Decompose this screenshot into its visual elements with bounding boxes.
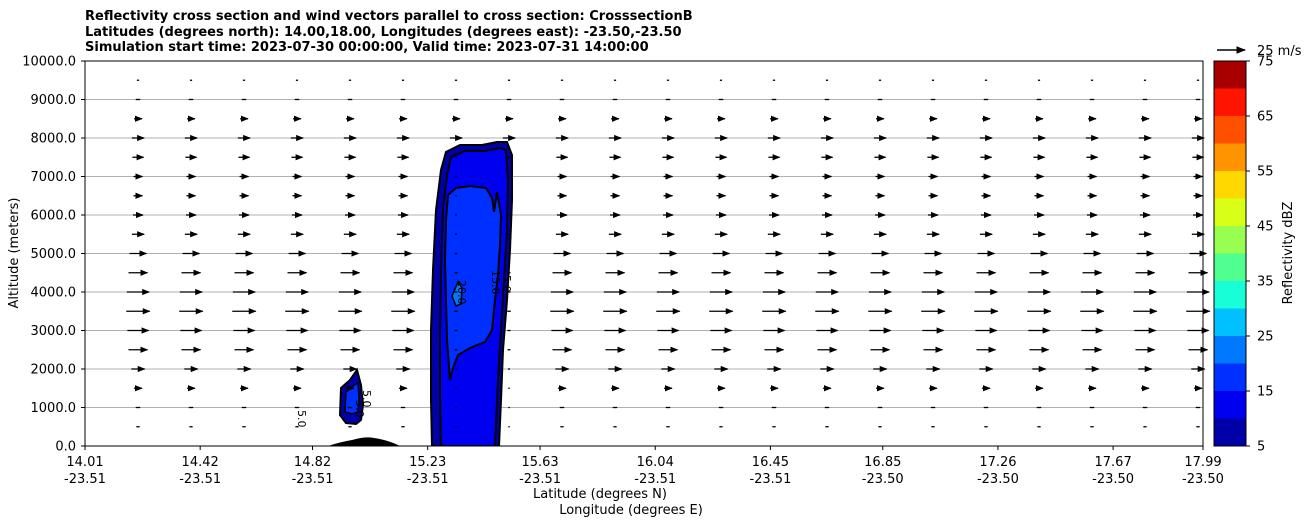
x-tick-label-lat: 15.23 [409,455,446,470]
colorbar-segment [1214,363,1246,391]
x-tick-label-lon: -23.51 [292,472,334,487]
y-tick-label: 4000.0 [31,286,77,301]
contour-label: 5.0 [353,400,366,418]
x-axis: 14.01 -23.51 14.42 -23.51 14.82 -23.51 15.23 -2… [64,446,1224,487]
x-tick-label-lat: 14.82 [294,455,331,470]
x-tick-label-lat: 14.01 [66,455,103,470]
colorbar-segment [1214,143,1246,171]
y-axis-label: Altitude (meters) [7,198,22,309]
colorbar-tick-label: 35 [1257,275,1274,290]
colorbar-tick-label: 25 [1257,330,1274,345]
x-tick-label-lat: 15.63 [521,455,558,470]
colorbar: 5 15 25 35 45 55 65 75 [1213,55,1274,455]
chart-title-line-3: Simulation start time: 2023-07-30 00:00:… [85,40,649,55]
x-tick-label-lat: 16.04 [637,455,674,470]
grid-lines [85,99,1203,408]
colorbar-tick-label: 75 [1257,55,1274,70]
x-tick-label-lon: -23.50 [862,472,904,487]
colorbar-segment [1214,198,1246,226]
y-tick-label: 10000.0 [22,55,76,70]
contour-label: 5.0 [360,390,373,408]
y-tick-label: 5000.0 [31,247,77,262]
x-tick-label-lon: -23.51 [407,472,449,487]
colorbar-segment [1214,88,1246,116]
colorbar-tick-label: 55 [1257,165,1274,180]
x-tick-label-lon: -23.51 [179,472,221,487]
storm-contour-20dbz [451,280,463,307]
terrain [328,437,400,446]
chart-title: Reflectivity cross section and wind vect… [85,9,693,56]
x-tick-label-lon: -23.51 [64,472,106,487]
contour-label: 15.0 [489,270,502,295]
y-tick-label: 0.0 [55,440,76,455]
y-tick-label: 8000.0 [31,132,77,147]
colorbar-segment [1214,391,1246,419]
colorbar-tick-label: 15 [1257,385,1274,400]
colorbar-segment [1214,116,1246,144]
y-axis: 0.0 1000.0 2000.0 3000.0 4000.0 5000.0 6000.0 7… [22,55,85,455]
x-tick-label-lat: 14.42 [182,455,219,470]
colorbar-segment [1214,281,1246,309]
y-tick-label: 9000.0 [31,93,77,108]
contour-label: 5.0 [295,410,308,428]
colorbar-segment [1214,253,1246,281]
x-tick-label-lon: -23.50 [1092,472,1134,487]
x-axis-label-2: Longitude (degrees E) [559,503,703,518]
x-tick-label-lat: 17.99 [1184,455,1221,470]
x-axis-label: Latitude (degrees N) [533,487,667,502]
y-tick-label: 2000.0 [31,363,77,378]
x-tick-label-lat: 16.45 [752,455,789,470]
colorbar-segment [1214,61,1246,89]
colorbar-segment [1214,171,1246,199]
reflectivity-contours [328,141,513,446]
y-tick-label: 7000.0 [31,170,77,185]
y-tick-label: 6000.0 [31,209,77,224]
colorbar-tick-label: 5 [1257,440,1265,455]
x-tick-label-lon: -23.51 [634,472,676,487]
wind-vectors [126,79,1211,428]
contour-label: 20.0 [455,280,468,305]
x-tick-label-lon: -23.50 [1182,472,1224,487]
quiver-key-label: 25 m/s [1257,44,1302,59]
chart-title-line-1: Reflectivity cross section and wind vect… [85,9,693,24]
contour-label: 5.0 [500,275,513,293]
chart-title-line-2: Latitudes (degrees north): 14.00,18.00, … [85,24,682,40]
x-tick-label-lat: 16.85 [864,455,901,470]
x-tick-label-lat: 17.26 [979,455,1016,470]
x-tick-label-lat: 17.67 [1095,455,1132,470]
colorbar-frame [1213,60,1247,447]
colorbar-label: Reflectivity dBZ [1281,202,1296,305]
colorbar-segment [1214,418,1246,446]
y-tick-label: 3000.0 [31,324,77,339]
colorbar-segment [1214,226,1246,254]
x-tick-label-lon: -23.51 [749,472,791,487]
colorbar-segment [1214,308,1246,336]
storm-contour-15dbz [443,184,503,381]
colorbar-segment [1214,336,1246,364]
colorbar-tick-label: 45 [1257,220,1274,235]
quiver-key: 25 m/s [1217,44,1302,59]
x-tick-label-lon: -23.50 [977,472,1019,487]
x-tick-label-lon: -23.51 [519,472,561,487]
y-tick-label: 1000.0 [31,401,77,416]
colorbar-tick-label: 65 [1257,110,1274,125]
